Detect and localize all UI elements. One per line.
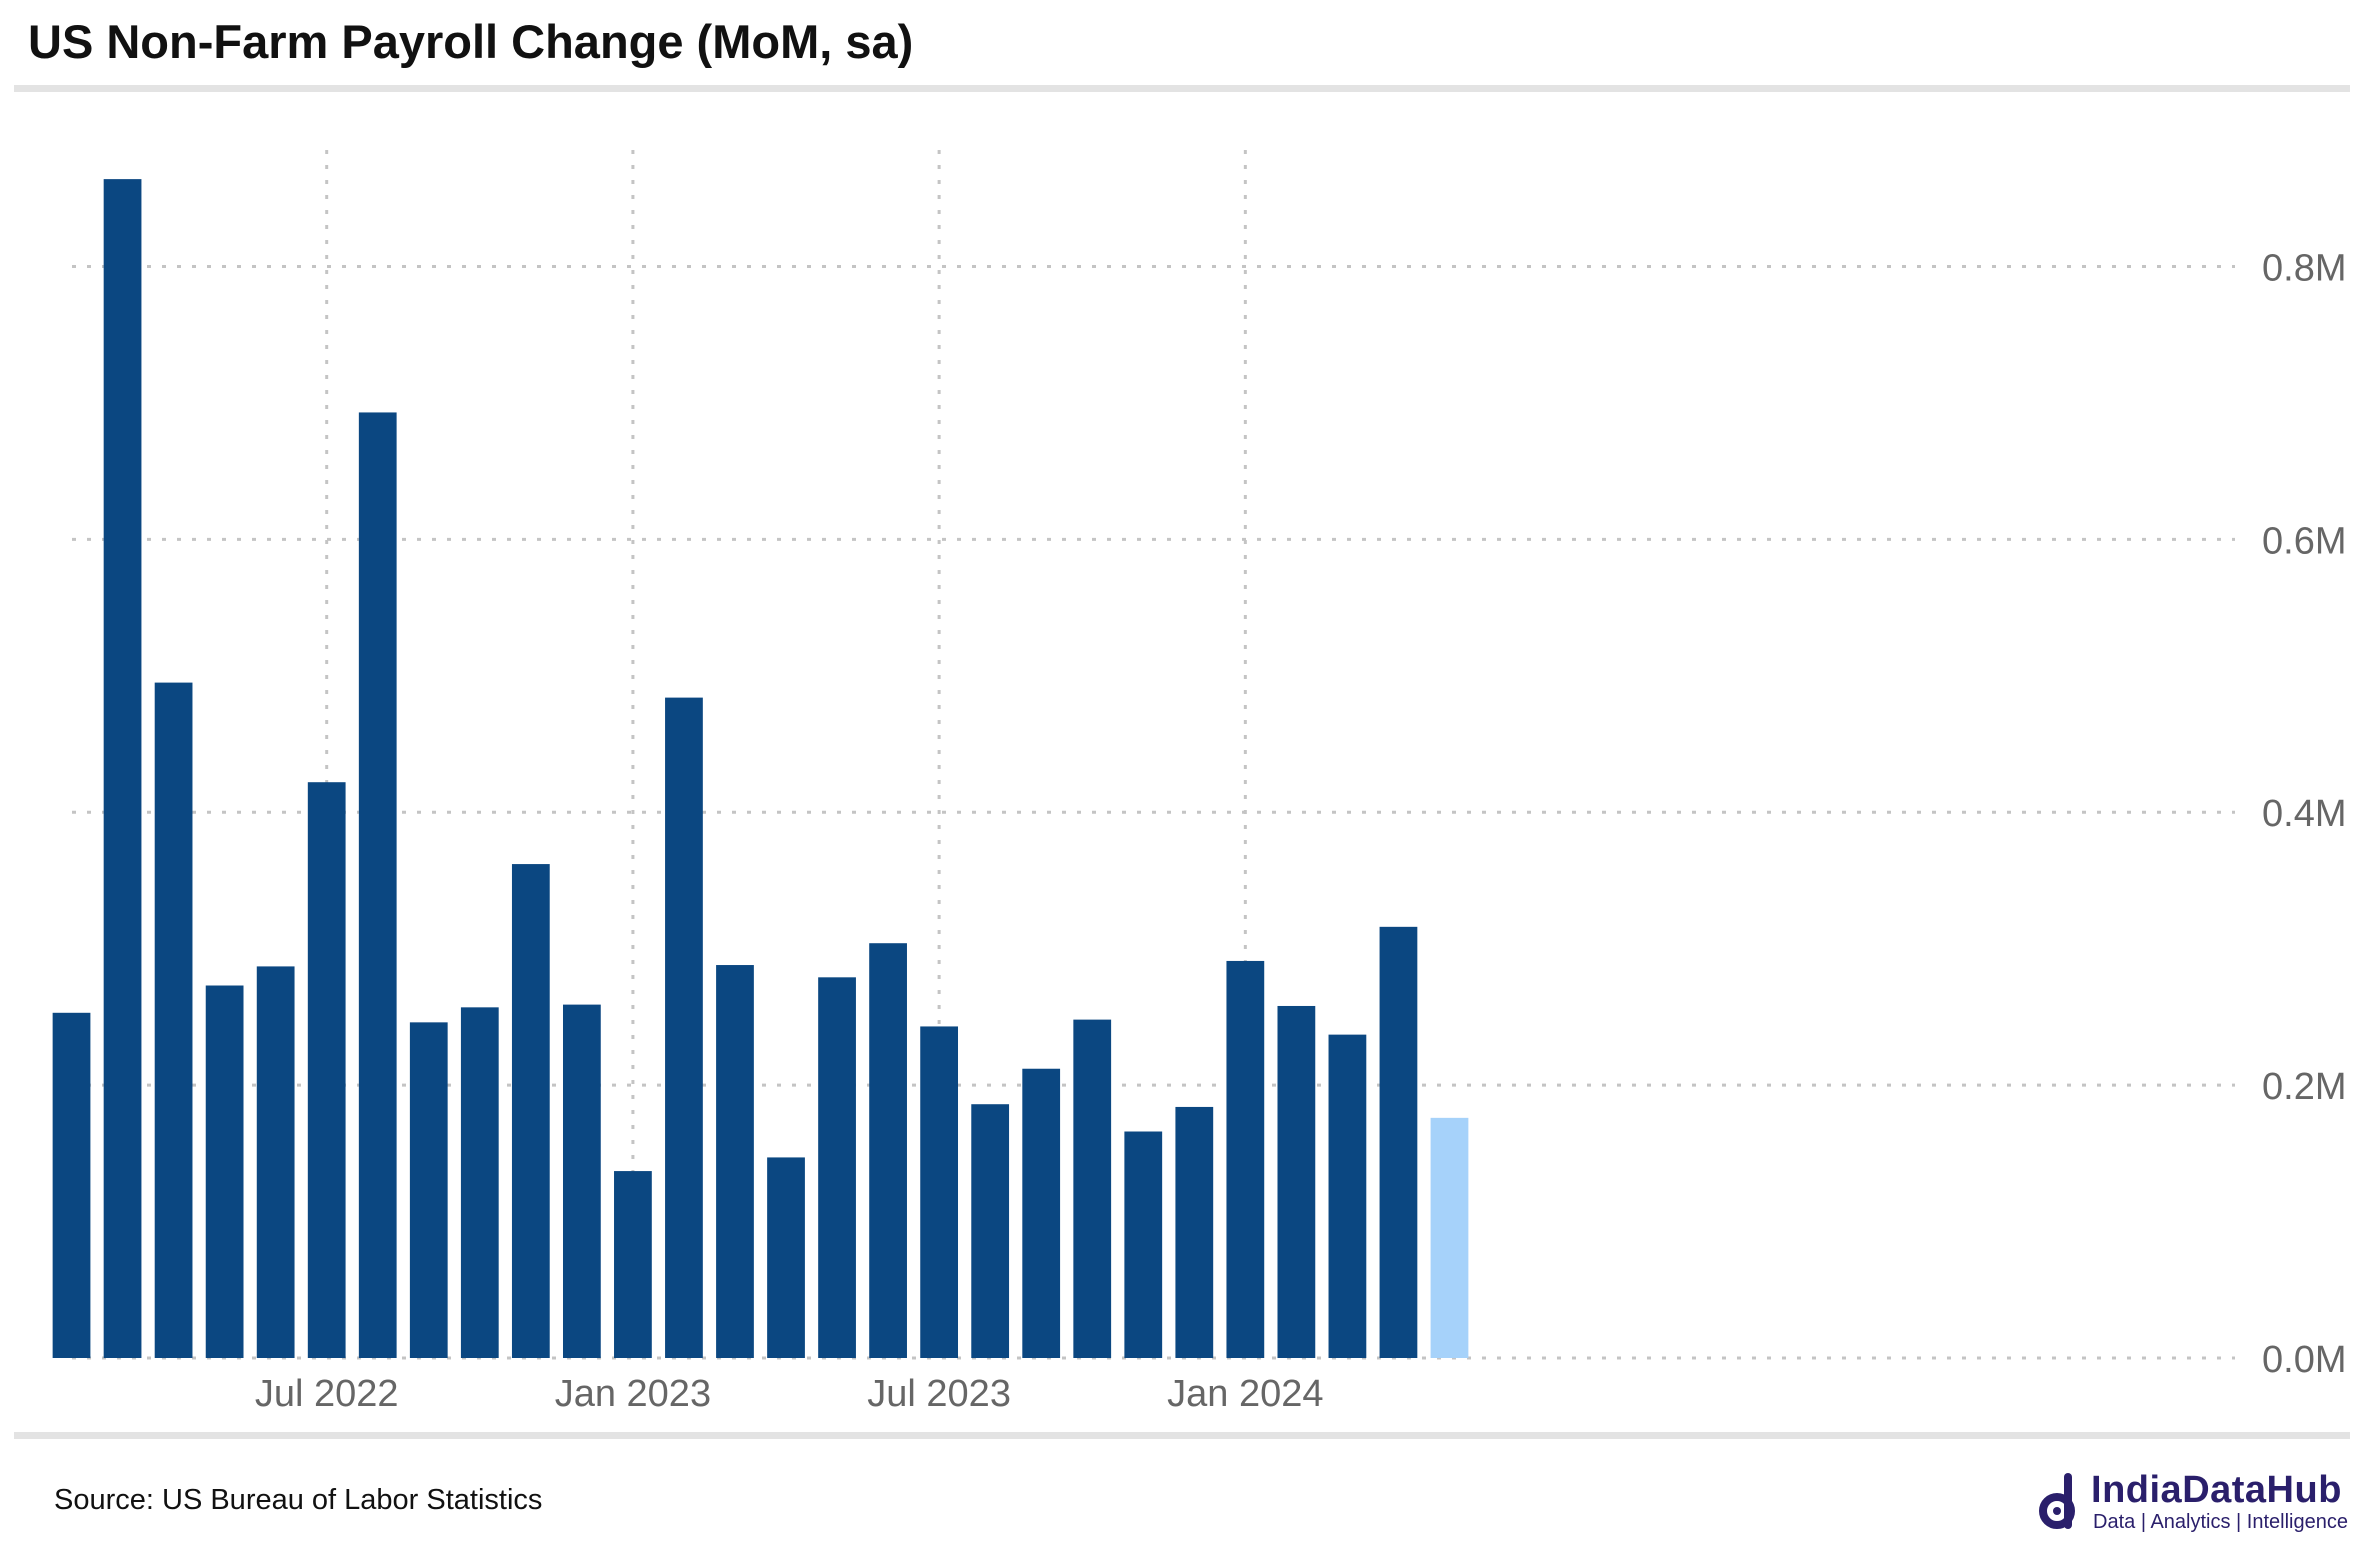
y-tick-label: 0.2M bbox=[2262, 1066, 2346, 1108]
bar-oct-2022 bbox=[409, 1022, 448, 1358]
bar-feb-2024 bbox=[1226, 960, 1265, 1358]
brand-logo-icon bbox=[2039, 1473, 2076, 1529]
bar-jun-2023 bbox=[818, 977, 856, 1358]
bar-apr-2024 bbox=[1328, 1034, 1367, 1358]
bar-apr-2023 bbox=[716, 965, 754, 1358]
bar-may-2022 bbox=[154, 682, 193, 1358]
bar-jun-2024 bbox=[1430, 1117, 1469, 1358]
top-divider bbox=[14, 85, 2350, 92]
bar-nov-2023 bbox=[1073, 1019, 1112, 1358]
bar-may-2023 bbox=[767, 1157, 805, 1358]
bar-sep-2023 bbox=[971, 1104, 1010, 1358]
y-tick-label: 0.4M bbox=[2262, 793, 2346, 835]
bar-aug-2022 bbox=[307, 782, 346, 1358]
bar-apr-2022 bbox=[103, 179, 142, 1358]
bar-dec-2023 bbox=[1124, 1131, 1163, 1358]
bar-aug-2023 bbox=[920, 1026, 959, 1358]
y-tick-label: 0.6M bbox=[2262, 520, 2346, 562]
chart-title: US Non-Farm Payroll Change (MoM, sa) bbox=[28, 15, 914, 68]
bar-dec-2022 bbox=[511, 864, 550, 1358]
bottom-divider bbox=[14, 1432, 2350, 1439]
bar-chart: 0.0M 0.2M 0.4M 0.6M 0.8M Jul 2022 Jan 2023 Jul … bbox=[52, 150, 2346, 1415]
y-tick-label: 0.8M bbox=[2262, 247, 2346, 289]
bar-sep-2022 bbox=[358, 412, 397, 1358]
y-tick-label: 0.0M bbox=[2262, 1339, 2346, 1381]
bar-jul-2022 bbox=[256, 966, 295, 1358]
x-tick-label: Jan 2023 bbox=[555, 1373, 711, 1415]
brand-name: IndiaDataHub bbox=[2091, 1469, 2342, 1511]
bar-jul-2023 bbox=[869, 943, 907, 1358]
bar-mar-2022 bbox=[52, 1012, 91, 1358]
bar-feb-2023 bbox=[614, 1171, 652, 1358]
brand-tagline: Data | Analytics | Intelligence bbox=[2093, 1511, 2348, 1533]
bar-mar-2024 bbox=[1277, 1005, 1316, 1358]
bar-mar-2023 bbox=[665, 697, 703, 1358]
bar-jan-2023 bbox=[562, 1004, 601, 1358]
bar-nov-2022 bbox=[460, 1007, 499, 1358]
x-tick-label: Jan 2024 bbox=[1167, 1373, 1323, 1415]
bar-jan-2024 bbox=[1175, 1106, 1214, 1358]
source-note: Source: US Bureau of Labor Statistics bbox=[54, 1484, 543, 1516]
x-tick-label: Jul 2022 bbox=[255, 1373, 399, 1415]
brand-logo: IndiaDataHub Data | Analytics | Intellig… bbox=[2037, 1470, 2348, 1534]
bar-jun-2022 bbox=[205, 985, 244, 1358]
bar-may-2024 bbox=[1379, 926, 1418, 1358]
bar-oct-2023 bbox=[1022, 1068, 1061, 1358]
x-tick-label: Jul 2023 bbox=[867, 1373, 1011, 1415]
